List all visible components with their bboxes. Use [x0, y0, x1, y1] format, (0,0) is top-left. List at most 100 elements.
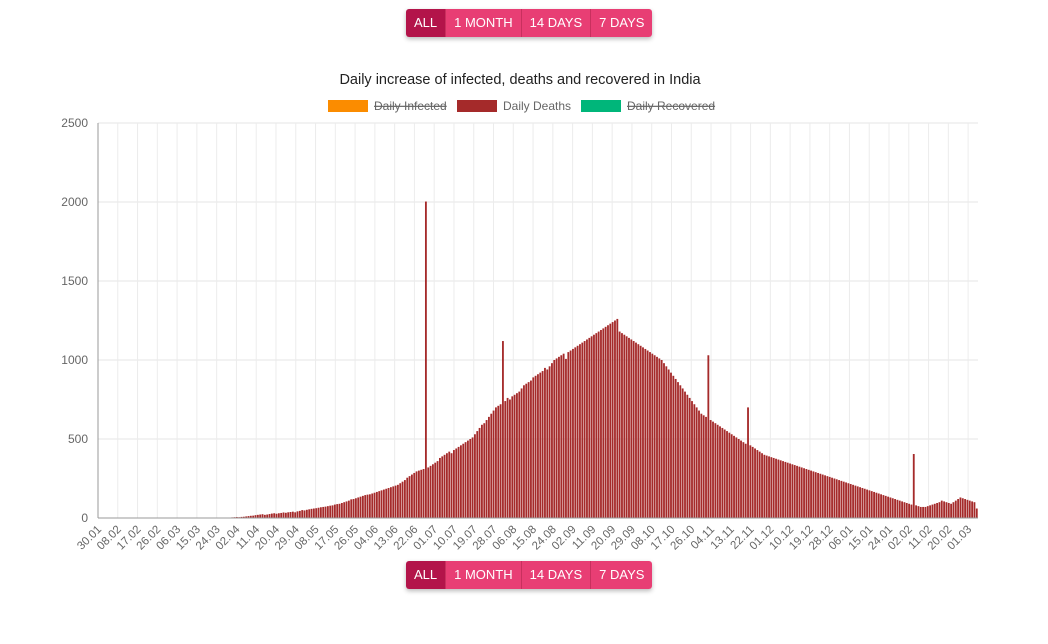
bar-daily-deaths	[784, 461, 787, 518]
range-all-button-bottom[interactable]: ALL	[406, 561, 447, 589]
bar-daily-deaths	[870, 491, 873, 518]
bar-daily-deaths	[593, 334, 595, 518]
bar-daily-deaths	[504, 401, 507, 518]
bar-daily-deaths	[831, 477, 833, 518]
bar-daily-deaths	[429, 465, 432, 518]
y-tick-label: 0	[81, 511, 88, 525]
bar-daily-deaths	[546, 369, 549, 518]
bar-daily-deaths	[674, 378, 677, 518]
bar-daily-deaths	[751, 446, 754, 518]
chart-title: Daily increase of infected, deaths and r…	[339, 72, 701, 88]
bar-daily-deaths	[446, 453, 448, 518]
bar-daily-deaths	[786, 462, 789, 518]
bar-daily-deaths	[814, 472, 817, 518]
bar-daily-deaths	[667, 369, 670, 518]
bar-daily-deaths	[502, 341, 504, 518]
bar-daily-deaths	[560, 355, 563, 518]
bar-daily-deaths	[462, 443, 465, 518]
bar-daily-deaths	[261, 514, 264, 518]
bar-daily-deaths	[800, 467, 803, 518]
bar-daily-deaths	[408, 476, 411, 518]
bar-daily-deaths	[301, 510, 304, 518]
bar-daily-deaths	[368, 494, 371, 518]
bar-daily-deaths	[973, 502, 976, 518]
bar-daily-deaths	[485, 420, 488, 518]
range-all-button[interactable]: ALL	[406, 9, 447, 37]
bar-daily-deaths	[614, 320, 616, 518]
bar-daily-deaths	[347, 500, 350, 518]
bar-daily-deaths	[828, 476, 831, 518]
bar-daily-deaths	[558, 356, 560, 518]
bar-daily-deaths	[779, 460, 782, 518]
legend-label: Daily Recovered	[627, 99, 715, 113]
bar-daily-deaths	[777, 459, 780, 518]
range-7-days-button[interactable]: 7 DAYS	[591, 9, 653, 37]
bar-daily-deaths	[894, 499, 896, 518]
bar-daily-deaths	[539, 372, 542, 518]
bar-daily-deaths	[588, 337, 591, 518]
bar-daily-deaths	[709, 420, 712, 518]
bar-daily-deaths	[628, 337, 630, 518]
bar-daily-deaths	[660, 360, 663, 518]
range-7-days-button-bottom[interactable]: 7 DAYS	[591, 561, 653, 589]
bar-daily-deaths	[357, 497, 360, 518]
bar-daily-deaths	[382, 489, 385, 518]
bar-daily-deaths	[770, 457, 773, 518]
bar-daily-deaths	[247, 516, 250, 518]
bar-daily-deaths	[523, 385, 525, 518]
bar-daily-deaths	[410, 474, 413, 518]
bar-daily-deaths	[555, 358, 558, 518]
bar-daily-deaths	[842, 481, 845, 518]
bar-daily-deaths	[702, 415, 705, 518]
bar-daily-deaths	[319, 507, 322, 518]
bar-daily-deaths	[333, 504, 336, 518]
bar-daily-deaths	[796, 465, 798, 518]
bar-daily-deaths	[375, 491, 378, 518]
bar-daily-deaths	[684, 391, 686, 518]
bar-daily-deaths	[457, 446, 460, 518]
bar-daily-deaths	[805, 469, 808, 518]
bar-daily-deaths	[609, 323, 612, 518]
bar-daily-deaths	[499, 404, 502, 518]
bar-daily-deaths	[551, 363, 553, 518]
bar-daily-deaths	[401, 481, 404, 518]
bar-daily-deaths	[544, 367, 546, 518]
bar-daily-deaths	[607, 325, 609, 518]
range-14-days-button[interactable]: 14 DAYS	[521, 9, 592, 37]
bar-daily-deaths	[352, 499, 355, 518]
range-14-days-button-bottom[interactable]: 14 DAYS	[521, 561, 592, 589]
bar-daily-deaths	[565, 358, 567, 518]
bar-daily-deaths	[280, 512, 283, 518]
bar-daily-deaths	[436, 461, 439, 518]
bar-daily-deaths	[439, 457, 441, 518]
bar-daily-deaths	[455, 448, 458, 518]
bar-daily-deaths	[256, 514, 259, 518]
bar-daily-deaths	[490, 413, 493, 518]
bar-daily-deaths	[583, 341, 586, 518]
bar-daily-deaths	[947, 502, 950, 518]
bar-daily-deaths	[630, 339, 633, 518]
bar-daily-deaths	[933, 503, 936, 518]
bar-daily-deaths	[431, 464, 434, 518]
bar-daily-deaths	[940, 500, 943, 518]
bar-daily-deaths	[854, 485, 857, 518]
bar-daily-deaths	[950, 503, 953, 518]
bar-daily-deaths	[464, 442, 467, 518]
range-1-month-button[interactable]: 1 MONTH	[446, 9, 522, 37]
range-1-month-button-bottom[interactable]: 1 MONTH	[446, 561, 522, 589]
bar-daily-deaths	[343, 502, 346, 518]
bar-daily-deaths	[915, 505, 918, 518]
bar-daily-deaths	[406, 477, 409, 518]
bar-daily-deaths	[653, 355, 656, 518]
legend-swatch	[457, 100, 497, 112]
bar-daily-deaths	[723, 429, 726, 518]
bar-daily-deaths	[943, 501, 946, 518]
bar-daily-deaths	[453, 450, 455, 518]
bar-daily-deaths	[263, 514, 266, 518]
bar-daily-deaths	[964, 499, 967, 518]
y-tick-label: 500	[68, 432, 88, 446]
bar-daily-deaths	[845, 482, 847, 518]
bar-daily-deaths	[740, 440, 742, 518]
bar-daily-deaths	[688, 397, 691, 518]
